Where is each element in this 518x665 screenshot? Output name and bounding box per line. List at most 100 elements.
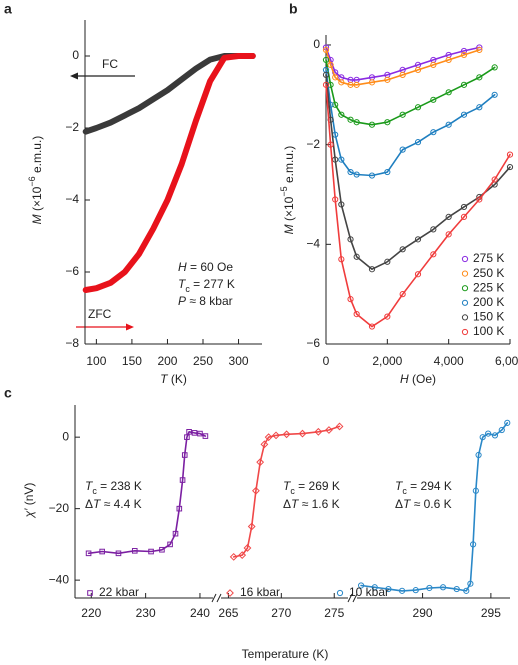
marker <box>368 266 376 273</box>
legend-label: 200 K <box>473 295 504 309</box>
marker <box>353 119 360 126</box>
marker <box>506 151 514 158</box>
marker <box>398 587 406 594</box>
marker <box>159 546 165 553</box>
marker <box>353 310 360 318</box>
marker <box>338 156 345 163</box>
marker <box>445 231 452 238</box>
annotation: Tc = 238 K <box>85 479 142 496</box>
marker <box>191 430 198 436</box>
text-part: ≈ 8 kbar <box>186 294 233 308</box>
marker <box>476 104 483 111</box>
marker <box>353 81 360 88</box>
marker <box>347 168 354 176</box>
text-part: ≈ 1.6 K <box>298 497 339 511</box>
marker <box>247 522 256 531</box>
text-part: Δ <box>395 497 403 511</box>
legend-marker <box>461 285 469 292</box>
marker <box>327 61 334 69</box>
marker <box>347 81 354 88</box>
y-tick-label: −4 <box>306 236 320 250</box>
marker <box>472 487 479 494</box>
marker <box>399 246 406 253</box>
marker <box>322 56 330 64</box>
text-part: T <box>283 479 292 493</box>
marker <box>347 296 354 303</box>
series-line <box>325 59 496 126</box>
marker <box>475 451 482 459</box>
text-part: T <box>93 497 102 511</box>
x-axis-label: H (Oe) <box>400 372 436 386</box>
text-part: c <box>185 284 190 294</box>
marker <box>384 313 391 320</box>
marker <box>485 430 492 437</box>
marker <box>476 46 483 54</box>
marker <box>338 79 345 86</box>
marker <box>327 141 334 148</box>
text-part: ≈ 4.4 K <box>100 497 141 511</box>
marker <box>384 258 391 265</box>
text-part: M <box>30 214 44 224</box>
marker <box>399 291 406 298</box>
marker <box>460 203 468 211</box>
legend-marker <box>226 589 234 597</box>
x-tick-label: 295 <box>481 606 501 620</box>
marker <box>186 429 192 435</box>
marker <box>491 432 499 439</box>
marker <box>338 256 345 263</box>
text-part: (nV) <box>22 483 36 509</box>
marker <box>506 163 514 171</box>
text-part: ≈ 0.6 K <box>410 497 451 511</box>
marker <box>414 236 422 243</box>
marker <box>148 548 154 555</box>
x-tick-label: 250 <box>193 354 213 368</box>
text-part: = 269 K <box>295 479 340 493</box>
text-part: H <box>400 372 409 386</box>
annotation: Tc = 294 K <box>395 479 452 496</box>
marker <box>131 548 138 554</box>
marker <box>368 323 376 330</box>
marker <box>460 47 468 55</box>
marker <box>347 116 354 123</box>
text-part: −5 <box>279 186 289 196</box>
y-axis-label: χ′ (nV) <box>22 483 36 519</box>
marker <box>460 111 468 118</box>
text-part: P <box>178 294 186 308</box>
marker <box>238 551 247 560</box>
text-part: (K) <box>168 372 187 386</box>
marker <box>260 440 269 449</box>
x-tick-label: 2,000 <box>372 354 402 368</box>
y-tick-label: −2 <box>65 120 79 134</box>
marker <box>467 580 474 587</box>
text-part: T <box>85 479 94 493</box>
marker <box>272 431 280 440</box>
series-line <box>325 69 496 177</box>
marker <box>264 433 273 442</box>
y-axis-label: M (×10−5 e.m.u.) <box>279 146 296 235</box>
text-part: T <box>178 277 187 291</box>
marker <box>445 89 452 96</box>
text-part: c <box>290 486 295 496</box>
y-tick-label: −6 <box>306 336 320 350</box>
marker <box>414 139 422 146</box>
text-part: e.m.u.) <box>282 146 296 187</box>
marker <box>463 587 470 594</box>
annotation: H = 60 Oe <box>178 260 233 274</box>
axis-break <box>211 593 358 603</box>
marker <box>491 91 498 98</box>
marker <box>322 71 330 78</box>
marker <box>445 213 452 221</box>
y-tick-label: 0 <box>72 48 79 62</box>
x-tick-label: 4,000 <box>434 354 464 368</box>
marker <box>476 196 483 203</box>
marker <box>412 587 419 594</box>
text-part: (×10 <box>282 196 296 224</box>
marker <box>243 544 252 552</box>
marker <box>197 430 203 437</box>
marker <box>368 121 376 128</box>
marker <box>347 236 354 243</box>
marker <box>399 146 406 153</box>
marker <box>498 426 505 434</box>
x-tick-label: 275 <box>324 606 344 620</box>
